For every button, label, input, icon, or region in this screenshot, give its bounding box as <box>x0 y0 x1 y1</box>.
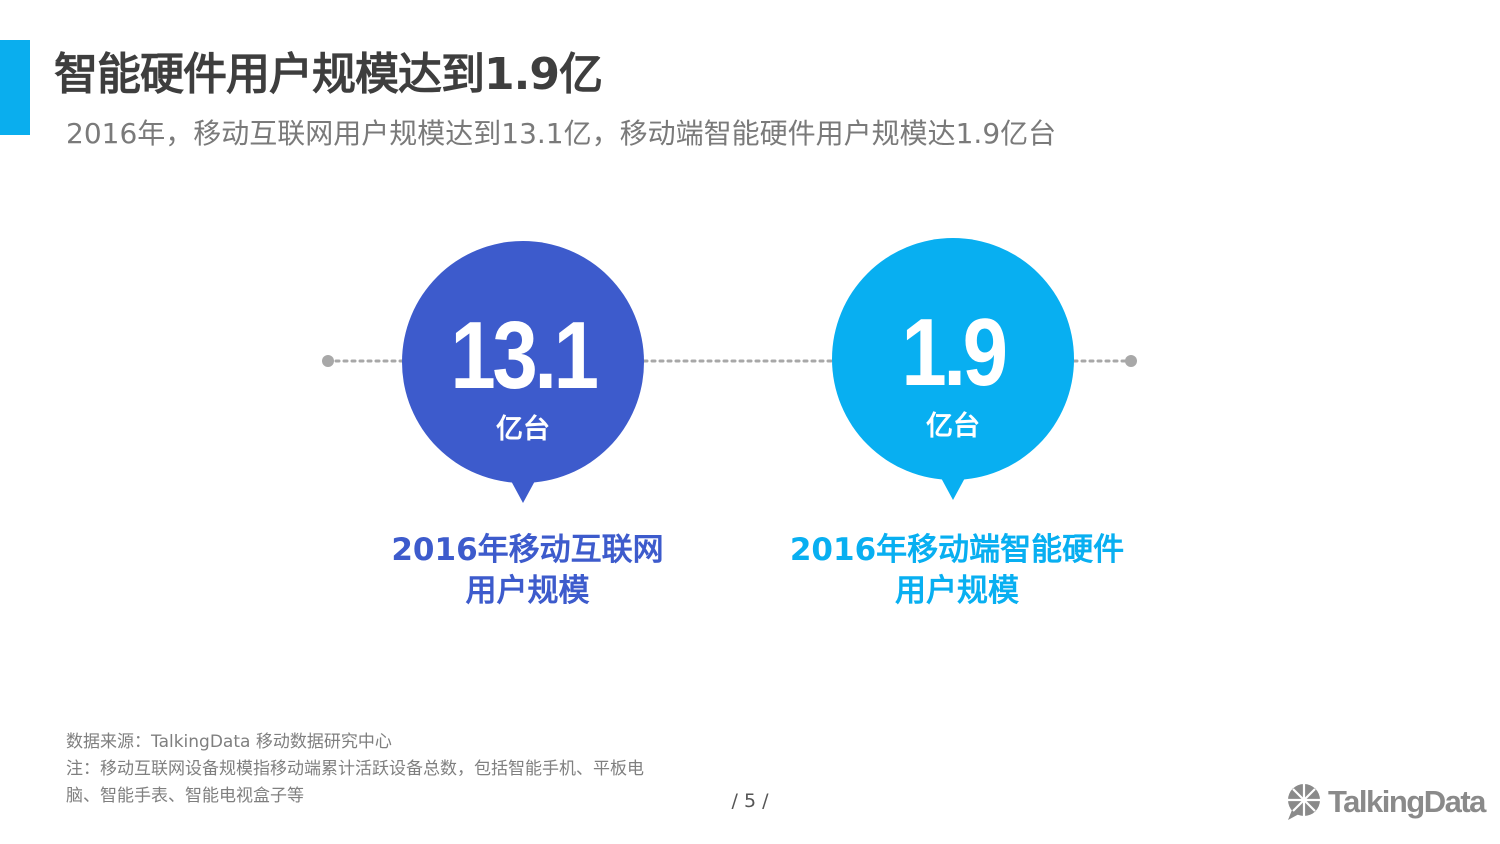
connector-dot-left <box>322 355 334 367</box>
page-subtitle: 2016年，移动互联网用户规模达到13.1亿，移动端智能硬件用户规模达1.9亿台 <box>66 117 1057 150</box>
caption-line: 2016年移动互联网 <box>391 532 664 568</box>
data-source: 数据来源：TalkingData 移动数据研究中心 <box>66 732 392 752</box>
stat-caption-mobile-internet: 2016年移动互联网 用户规模 <box>340 530 715 612</box>
stat-value: 1.9 <box>901 299 1008 406</box>
page-number: / 5 / <box>731 790 769 812</box>
stat-bubble-mobile-internet: 13.1 亿台 <box>402 241 644 503</box>
stat-caption-smart-hardware: 2016年移动端智能硬件 用户规模 <box>757 530 1157 612</box>
stat-unit: 亿台 <box>926 411 980 442</box>
stat-value: 13.1 <box>450 302 599 409</box>
note-line: 注：移动互联网设备规模指移动端累计活跃设备总数，包括智能手机、平板电 <box>66 759 644 779</box>
page-title: 智能硬件用户规模达到1.9亿 <box>54 49 603 100</box>
stat-bubble-smart-hardware: 1.9 亿台 <box>832 238 1074 500</box>
footnote: 数据来源：TalkingData 移动数据研究中心 注：移动互联网设备规模指移动… <box>66 729 716 810</box>
chat-bubble-globe-icon <box>1288 784 1320 820</box>
logo-text: TalkingData <box>1328 784 1486 819</box>
title-accent-bar <box>0 40 30 135</box>
caption-line: 2016年移动端智能硬件 <box>789 532 1125 568</box>
stat-unit: 亿台 <box>496 414 550 445</box>
talkingdata-logo: TalkingData <box>1285 782 1486 822</box>
caption-line: 用户规模 <box>465 573 590 609</box>
note-line: 脑、智能手表、智能电视盒子等 <box>66 786 304 806</box>
caption-line: 用户规模 <box>895 573 1019 609</box>
connector-dot-right <box>1125 355 1137 367</box>
